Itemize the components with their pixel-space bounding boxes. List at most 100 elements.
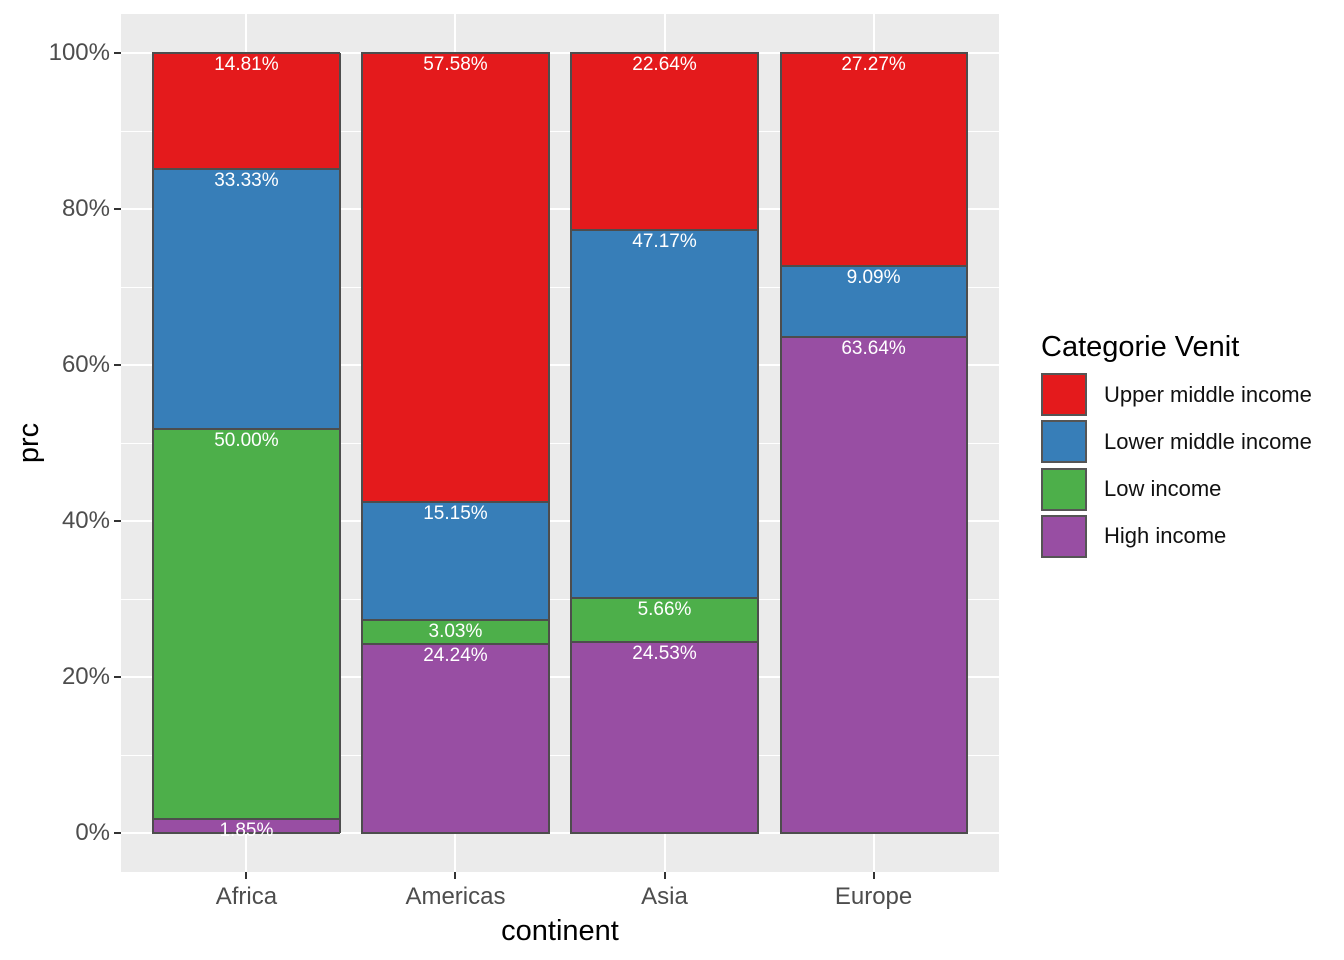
y-tick xyxy=(114,676,121,678)
bar-label: 47.17% xyxy=(632,230,697,252)
gridline-minor xyxy=(121,286,999,288)
bar-border-right xyxy=(965,53,968,833)
bar-segment-lower-middle-income-europe xyxy=(779,265,968,337)
bar-label: 5.66% xyxy=(637,598,692,620)
bar-border-line xyxy=(361,642,550,645)
bar-segment-lower-middle-income-asia xyxy=(570,229,759,598)
gridline-minor xyxy=(121,598,999,600)
bar-border-line xyxy=(361,501,550,504)
legend-key-high-income xyxy=(1041,514,1087,558)
legend-label-low-income: Low income xyxy=(1104,476,1222,502)
x-tick xyxy=(245,872,248,879)
gridline-major xyxy=(121,676,999,678)
bar-border-line xyxy=(570,596,759,599)
y-tick xyxy=(114,208,121,210)
gridline-major xyxy=(121,832,999,834)
bar-border-right xyxy=(547,53,550,833)
bar-segment-high-income-americas xyxy=(361,643,550,833)
y-tick xyxy=(114,52,121,54)
bar-label: 50.00% xyxy=(214,429,279,451)
bar-border-line xyxy=(570,640,759,643)
bar-border-line xyxy=(152,427,341,430)
bar-border-right xyxy=(756,53,759,833)
legend-label-upper-middle-income: Upper middle income xyxy=(1104,381,1312,407)
x-tick-label: Africa xyxy=(215,883,278,910)
gridline-major xyxy=(121,208,999,210)
x-tick-label: Americas xyxy=(405,883,506,910)
bar-segment-upper-middle-income-americas xyxy=(361,53,550,503)
x-tick xyxy=(454,872,457,879)
bar-border-left xyxy=(361,53,364,833)
bar-label: 27.27% xyxy=(841,54,906,75)
bar-border-line xyxy=(779,52,968,54)
bar-border-line xyxy=(152,832,341,834)
bar-label: 57.58% xyxy=(423,54,488,75)
bar-label: 22.64% xyxy=(632,54,697,75)
gridline-minor xyxy=(121,754,999,756)
bar-border-line xyxy=(570,832,759,834)
bar-label: 24.24% xyxy=(423,644,488,666)
gridline-minor xyxy=(121,442,999,444)
bar-border-line xyxy=(779,264,968,267)
bar-segment-high-income-asia xyxy=(570,641,759,833)
y-tick-label: 0% xyxy=(75,819,110,846)
bar-segment-low-income-africa xyxy=(152,428,341,819)
bar-border-left xyxy=(152,53,155,833)
bar-segment-upper-middle-income-africa xyxy=(152,53,341,169)
legend-key-low-income xyxy=(1041,467,1087,511)
bar-border-line xyxy=(779,832,968,834)
bar-border-line xyxy=(361,619,550,622)
bar-segment-low-income-americas xyxy=(361,620,550,644)
bar-segment-high-income-africa xyxy=(152,818,341,833)
x-axis-title: continent xyxy=(501,915,619,947)
bar-border-left xyxy=(570,53,573,833)
legend-label-lower-middle-income: Lower middle income xyxy=(1104,428,1312,454)
bar-border-line xyxy=(152,817,341,820)
gridline-major xyxy=(121,52,999,54)
bar-border-line xyxy=(779,335,968,338)
y-tick-label: 40% xyxy=(61,507,110,534)
bar-label: 1.85% xyxy=(219,819,274,841)
y-axis-title-text: prc xyxy=(13,422,45,464)
bar-segment-upper-middle-income-asia xyxy=(570,53,759,230)
bar-label: 63.64% xyxy=(841,337,906,359)
bar-border-line xyxy=(570,228,759,231)
bar-border-line xyxy=(361,832,550,834)
bar-segment-lower-middle-income-americas xyxy=(361,502,550,621)
bar-border-line xyxy=(152,167,341,170)
y-tick-label: 80% xyxy=(61,195,110,222)
x-tick-label: Europe xyxy=(834,883,913,910)
bar-label: 15.15% xyxy=(423,503,488,525)
bar-label: 33.33% xyxy=(214,169,279,191)
bar-label: 3.03% xyxy=(428,621,483,643)
x-tick-label: Asia xyxy=(641,883,688,910)
bar-border-line xyxy=(570,52,759,54)
y-tick-label: 100% xyxy=(48,39,110,66)
legend-title: Categorie Venit xyxy=(1041,331,1240,363)
bar-border-right xyxy=(338,53,341,833)
bar-border-line xyxy=(152,52,341,55)
legend-key-upper-middle-income xyxy=(1041,373,1087,416)
y-tick-label: 20% xyxy=(61,663,110,690)
bar-label: 24.53% xyxy=(632,642,697,664)
bar-border-left xyxy=(779,53,782,833)
y-tick xyxy=(114,832,121,834)
x-tick xyxy=(872,872,875,879)
legend-key-lower-middle-income xyxy=(1041,420,1087,464)
bar-border-line xyxy=(361,52,550,54)
y-tick-label: 60% xyxy=(61,351,110,378)
legend-label-high-income: High income xyxy=(1104,523,1227,549)
bar-segment-low-income-asia xyxy=(570,597,759,642)
gridline-major xyxy=(121,364,999,366)
bar-segment-upper-middle-income-europe xyxy=(779,53,968,266)
bar-label: 14.81% xyxy=(214,54,279,76)
bar-label: 9.09% xyxy=(846,266,901,288)
bar-segment-high-income-europe xyxy=(779,336,968,833)
gridline-minor xyxy=(121,130,999,132)
bar-segment-lower-middle-income-africa xyxy=(152,168,341,429)
y-tick xyxy=(114,520,121,522)
x-tick xyxy=(663,872,666,879)
y-tick xyxy=(114,364,121,366)
gridline-major xyxy=(121,520,999,522)
